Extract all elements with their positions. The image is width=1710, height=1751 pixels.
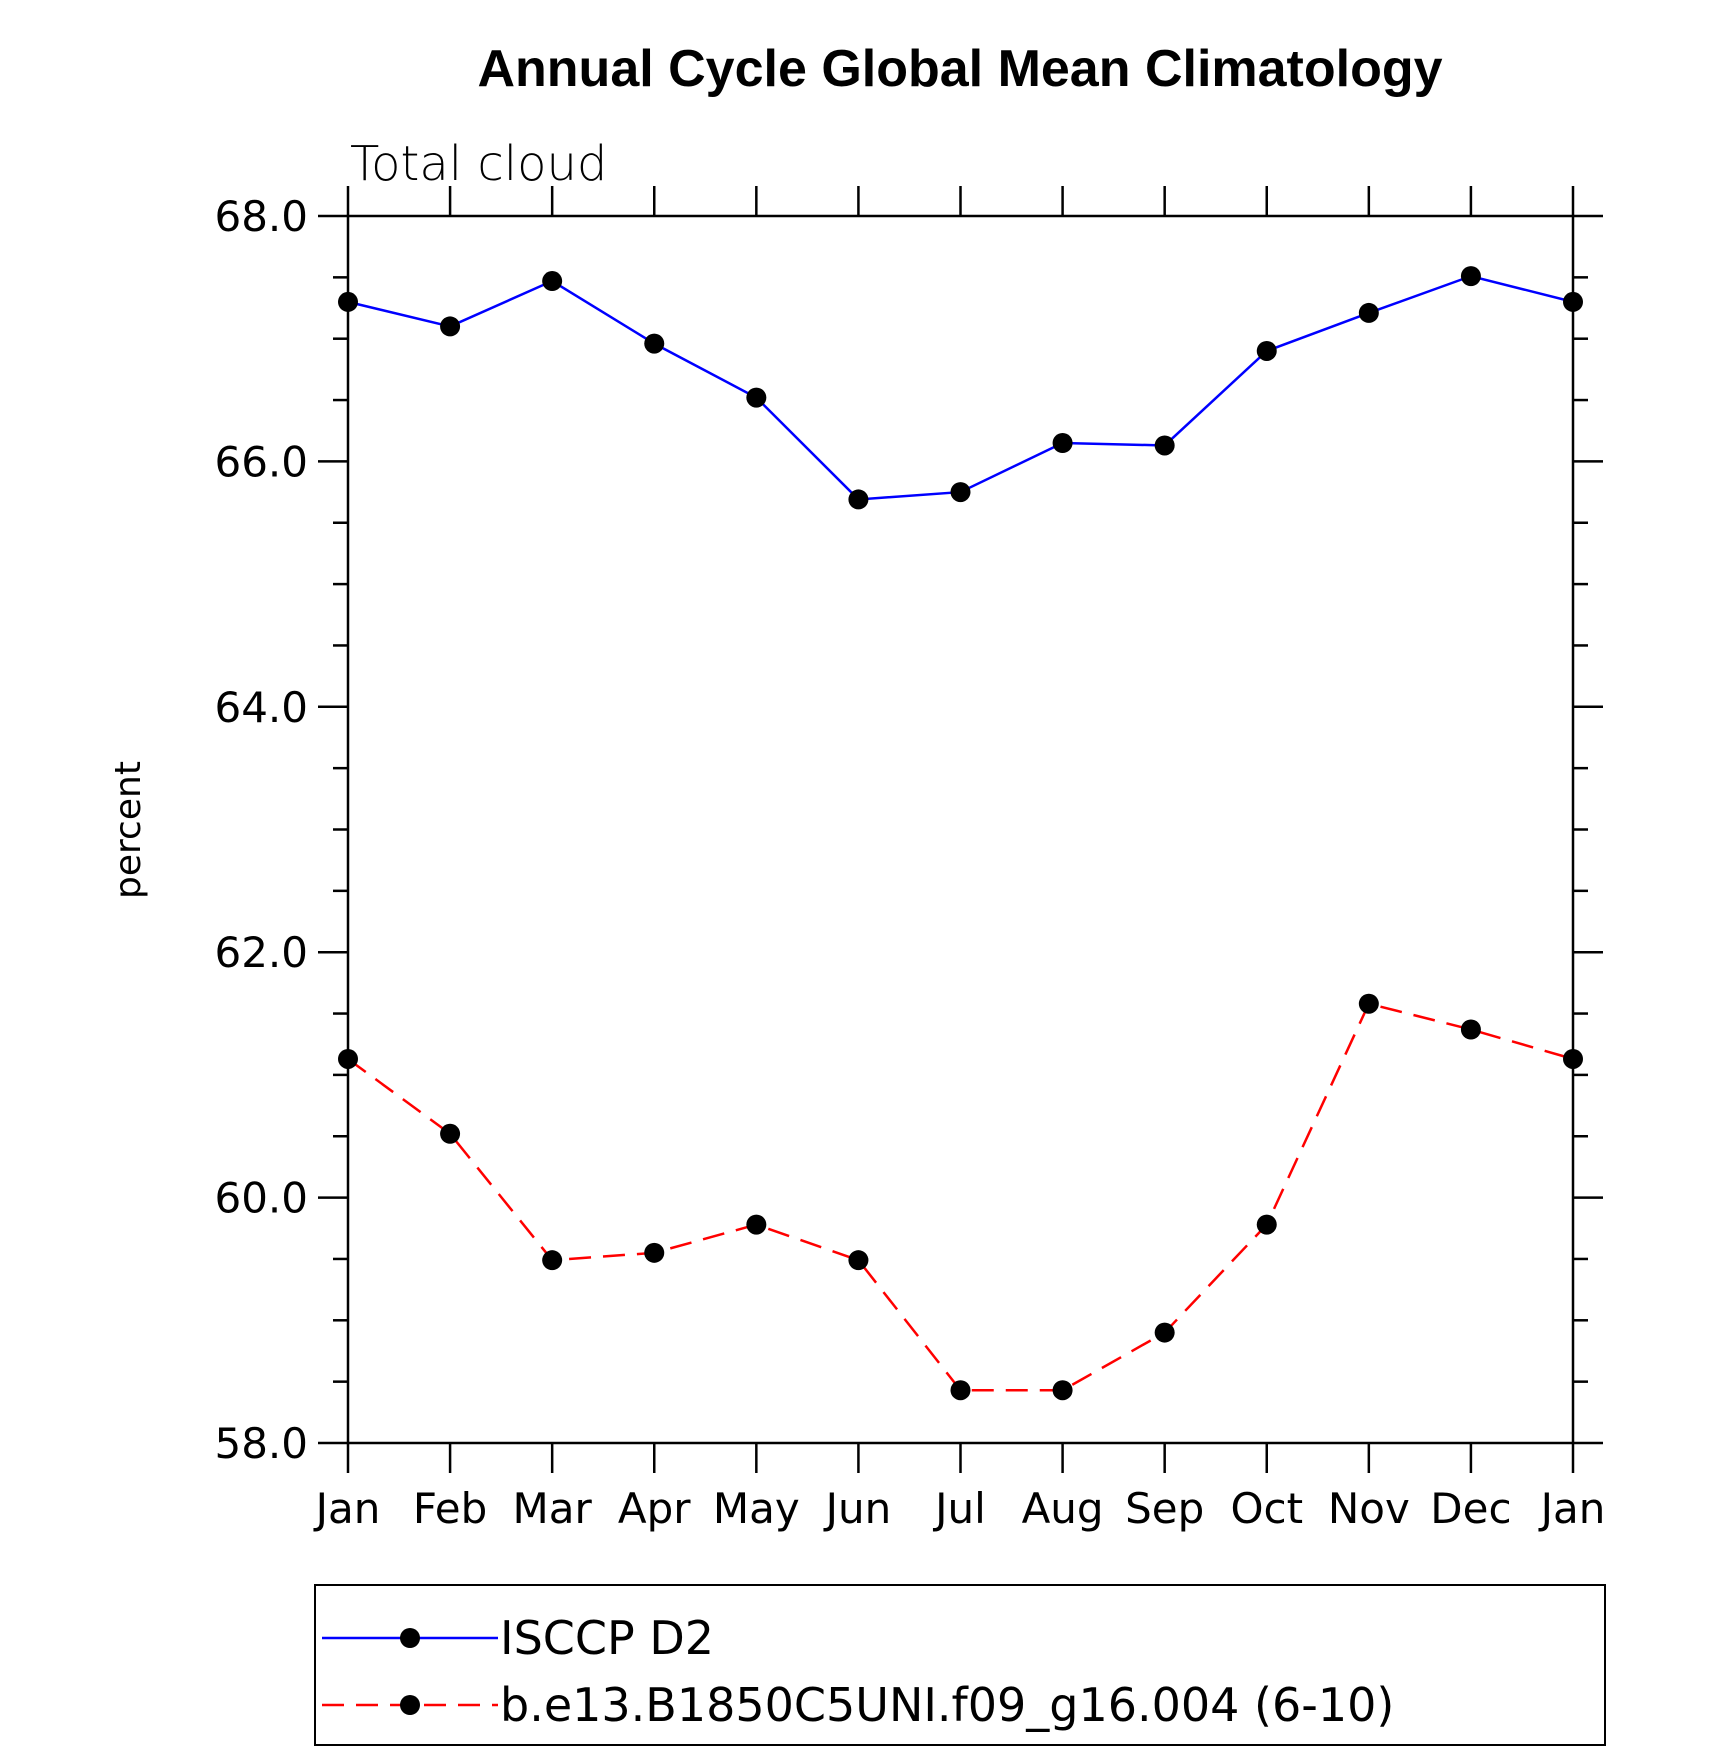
plot-frame (346, 214, 1575, 1445)
series-1-point (1460, 266, 1481, 287)
legend-box (314, 1584, 1606, 1746)
series-2-point (1358, 993, 1379, 1014)
series-2-point (1256, 1214, 1277, 1235)
x-tick-label: Aug (1022, 1484, 1104, 1533)
series-1-point (338, 291, 358, 312)
y-tick-label: 60.0 (214, 1174, 308, 1223)
series-line-2 (347, 1002, 1574, 1392)
series-1-point (950, 482, 971, 503)
series-2-point (950, 1380, 971, 1401)
x-tick-label: Sep (1125, 1484, 1204, 1533)
series-1-point (1052, 432, 1073, 453)
series-1-point (1256, 340, 1277, 361)
x-tick-label: Feb (413, 1484, 487, 1533)
legend-label-2: b.e13.B1850C5UNI.f09_g16.004 (6-10) (500, 1678, 1394, 1732)
series-2-point (1154, 1322, 1175, 1343)
y-tick-label: 64.0 (214, 683, 308, 732)
series-1-point (644, 333, 665, 354)
x-tick-label: Jul (932, 1484, 986, 1533)
x-tick-label: Nov (1328, 1484, 1410, 1533)
series-1-point (848, 489, 869, 510)
series-1-point (1154, 435, 1175, 456)
series-2-point (644, 1242, 665, 1263)
series-layer (338, 266, 1583, 1401)
series-2-point (542, 1250, 563, 1271)
series-2-point (1460, 1019, 1481, 1040)
x-tick-label: Jan (313, 1484, 381, 1533)
y-axis-ticks: 58.0 60.0 62.0 64.0 66.0 68.0 (214, 192, 1603, 1468)
legend-marker-2 (400, 1695, 420, 1715)
series-1-point (1358, 302, 1379, 323)
y-tick-label: 58.0 (214, 1419, 308, 1468)
x-tick-label: Apr (618, 1484, 691, 1533)
series-line-1 (347, 274, 1574, 501)
series-1-point (746, 387, 767, 408)
series-2-point (440, 1123, 461, 1144)
legend: ISCCP D2 b.e13.B1850C5UNI.f09_g16.004 (6-… (322, 1611, 1394, 1732)
y-tick-label: 62.0 (214, 928, 308, 977)
x-tick-label: Jan (1538, 1484, 1606, 1533)
series-2-point (1052, 1380, 1073, 1401)
y-tick-label: 66.0 (214, 437, 308, 486)
legend-marker-1 (400, 1628, 420, 1648)
x-tick-label: May (713, 1484, 800, 1533)
series-2-point (1563, 1048, 1583, 1069)
series-1-point (542, 271, 563, 292)
x-tick-label: Oct (1230, 1484, 1303, 1533)
x-tick-label: Jun (823, 1484, 892, 1533)
x-tick-label: Mar (513, 1484, 593, 1533)
series-2-point (746, 1214, 767, 1235)
legend-label-1: ISCCP D2 (500, 1611, 714, 1665)
y-tick-label: 68.0 (214, 192, 308, 241)
y-axis-label: percent (108, 761, 149, 899)
chart-title: Annual Cycle Global Mean Climatology (477, 40, 1442, 98)
series-1-point (440, 316, 461, 337)
chart-subtitle: Total cloud (350, 136, 607, 192)
series-1-point (1563, 291, 1583, 312)
series-2-point (338, 1048, 358, 1069)
series-2-point (848, 1250, 869, 1271)
x-axis-ticks: Jan Feb Mar Apr May Jun Jul Aug Sep Oct Nov Dec Jan (313, 186, 1606, 1533)
x-tick-label: Dec (1430, 1484, 1511, 1533)
